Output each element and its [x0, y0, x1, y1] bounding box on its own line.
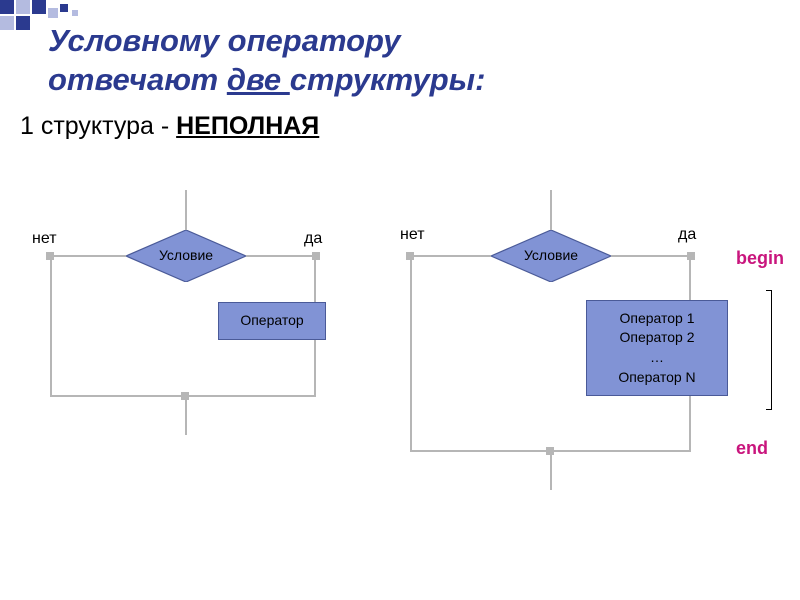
line [185, 395, 187, 435]
title-line2-under: две [227, 62, 290, 97]
line [185, 190, 187, 230]
line [689, 396, 691, 450]
title-line2-post: структуры: [290, 62, 486, 97]
yes-label: да [304, 230, 322, 248]
line [410, 255, 491, 257]
title-line2-pre: отвечают [48, 62, 227, 97]
yes-label: да [678, 226, 696, 244]
subtitle: 1 структура - НЕПОЛНАЯ [20, 112, 319, 141]
line [50, 255, 126, 257]
diamond-label: Условие [126, 247, 246, 263]
line [689, 255, 691, 300]
opn: Оператор N [618, 368, 695, 388]
operator-box: Оператор [218, 302, 326, 340]
subtitle-pre: 1 структура - [20, 112, 176, 140]
op2: Оператор 2 [619, 328, 694, 348]
line [50, 255, 52, 395]
decision-diamond: Условие [126, 230, 246, 282]
op-dots: … [650, 348, 664, 368]
end-keyword: end [736, 438, 768, 459]
line [314, 340, 316, 395]
title-line1: Условному оператору [48, 23, 400, 58]
op1: Оператор 1 [619, 309, 694, 329]
diamond-label: Условие [491, 247, 611, 263]
compound-bracket [766, 290, 772, 410]
line [611, 255, 691, 257]
operator-label: Оператор [240, 311, 303, 331]
operator-block: Оператор 1 Оператор 2 … Оператор N [586, 300, 728, 396]
subtitle-under: НЕПОЛНАЯ [176, 112, 319, 140]
begin-keyword: begin [736, 248, 784, 269]
page-title: Условному оператору отвечают две структу… [48, 22, 485, 100]
line [410, 255, 412, 450]
no-label: нет [32, 230, 57, 248]
decision-diamond: Условие [491, 230, 611, 282]
line [550, 450, 552, 490]
line [314, 255, 316, 302]
line [246, 255, 316, 257]
no-label: нет [400, 226, 425, 244]
line [550, 190, 552, 230]
